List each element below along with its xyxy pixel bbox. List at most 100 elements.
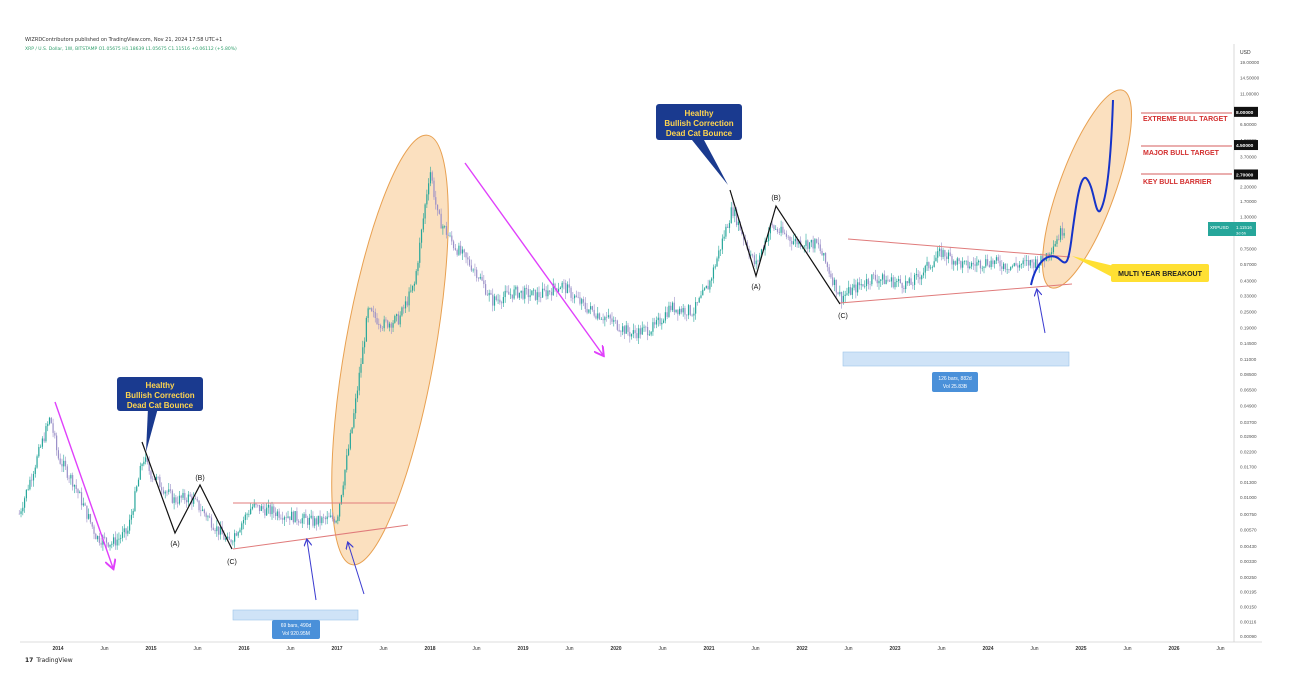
- candle-body: [727, 226, 729, 228]
- candle-body: [1006, 269, 1008, 270]
- tradingview-footer[interactable]: 17 TradingView: [25, 657, 73, 664]
- candle-body: [901, 282, 903, 288]
- candle-body: [924, 265, 926, 273]
- candle-body: [164, 491, 166, 494]
- range-1-label-box: [272, 620, 320, 639]
- y-tick-label: 0.43000: [1240, 278, 1257, 283]
- candle-body: [956, 258, 958, 265]
- candle-body: [66, 466, 68, 478]
- x-tick-label: 2017: [331, 646, 342, 652]
- symbol-ohlc-line[interactable]: XRP / U.S. Dollar, 1W, BITSTAMP O1.05675…: [25, 47, 237, 52]
- candle-body: [193, 498, 195, 504]
- candle-body: [54, 432, 56, 436]
- candle-body: [515, 286, 517, 290]
- candle-body: [867, 279, 869, 285]
- candle-body: [677, 309, 679, 315]
- wave-1-label-a: (A): [170, 541, 179, 548]
- y-tick-label: 0.04900: [1240, 404, 1257, 409]
- candle-body: [1054, 243, 1056, 247]
- candle-body: [73, 484, 76, 487]
- candle-body: [851, 287, 853, 295]
- candle-body: [698, 297, 700, 303]
- candle-body: [921, 275, 923, 280]
- candle-body: [525, 287, 528, 290]
- annotations: Healthy Bullish Correction Dead Cat Boun…: [117, 104, 1228, 639]
- candle-body: [415, 271, 417, 284]
- x-tick-label: 2026: [1168, 646, 1179, 652]
- candle-body: [223, 534, 225, 540]
- x-tick-label: Jun: [379, 646, 387, 652]
- candle-body: [499, 299, 501, 303]
- x-tick-label: Jun: [751, 646, 759, 652]
- candle-body: [912, 284, 914, 286]
- candle-body: [250, 508, 252, 515]
- candle-body: [990, 260, 992, 268]
- x-tick-label: 2015: [145, 646, 156, 652]
- candle-body: [572, 297, 574, 299]
- candle-body: [965, 260, 967, 262]
- candle-body: [139, 465, 141, 480]
- candle-body: [716, 258, 718, 267]
- candle-body: [607, 315, 610, 318]
- candle-body: [946, 256, 948, 259]
- candle-body: [458, 245, 460, 255]
- candle-body: [194, 498, 197, 499]
- candle-body: [864, 286, 866, 287]
- candle-body: [853, 284, 855, 288]
- candle-body: [88, 514, 90, 519]
- candle-body: [273, 506, 275, 513]
- y-tick-label: 0.33000: [1240, 294, 1257, 299]
- candle-body: [1010, 266, 1012, 270]
- candle-body: [282, 518, 284, 520]
- y-tick-label: 19.00000: [1240, 60, 1260, 65]
- candle-body: [554, 283, 556, 289]
- candle-body: [426, 194, 428, 205]
- candle-body: [1027, 260, 1030, 266]
- candle-body: [536, 292, 538, 300]
- candle-body: [287, 516, 289, 518]
- candle-body: [433, 180, 435, 198]
- candle-body: [79, 492, 81, 494]
- candle-body: [324, 517, 327, 520]
- candle-body: [95, 533, 97, 540]
- candle-body: [258, 504, 261, 511]
- candle-body: [1042, 256, 1044, 261]
- candle-body: [593, 309, 595, 316]
- candle-body: [205, 513, 207, 518]
- candle-body: [493, 296, 496, 306]
- candle-body: [960, 261, 962, 268]
- candle-body: [949, 252, 951, 257]
- candle-body: [294, 511, 296, 523]
- candle-body: [613, 320, 615, 322]
- candle-body: [1017, 265, 1019, 268]
- candle-body: [930, 267, 932, 269]
- drawings: [54, 99, 1232, 601]
- candle-body: [175, 497, 177, 503]
- x-tick-label: Jun: [100, 646, 108, 652]
- candle-body: [504, 290, 506, 298]
- range-1-band: [232, 609, 359, 621]
- candle-body: [963, 261, 966, 262]
- candle-body: [693, 313, 695, 316]
- candle-body: [80, 492, 83, 506]
- candle-body: [201, 509, 204, 511]
- candle-body: [611, 318, 613, 322]
- candle-body: [833, 279, 836, 286]
- candle-body: [1026, 260, 1028, 261]
- candle-body: [292, 511, 294, 523]
- candle-body: [196, 498, 198, 501]
- candle-body: [228, 536, 230, 540]
- x-tick-label: 2014: [52, 646, 63, 652]
- level-badge-value: 2.70000: [1236, 172, 1254, 178]
- candle-body: [283, 517, 286, 520]
- candle-body: [844, 294, 846, 296]
- candle-body: [378, 323, 380, 325]
- candle-body: [129, 519, 131, 531]
- candle-body: [200, 510, 202, 511]
- y-tick-label: 0.01300: [1240, 480, 1257, 485]
- y-tick-label: 0.02900: [1240, 434, 1257, 439]
- candle-body: [718, 250, 720, 259]
- candle-body: [892, 277, 894, 288]
- candle-body: [171, 490, 173, 503]
